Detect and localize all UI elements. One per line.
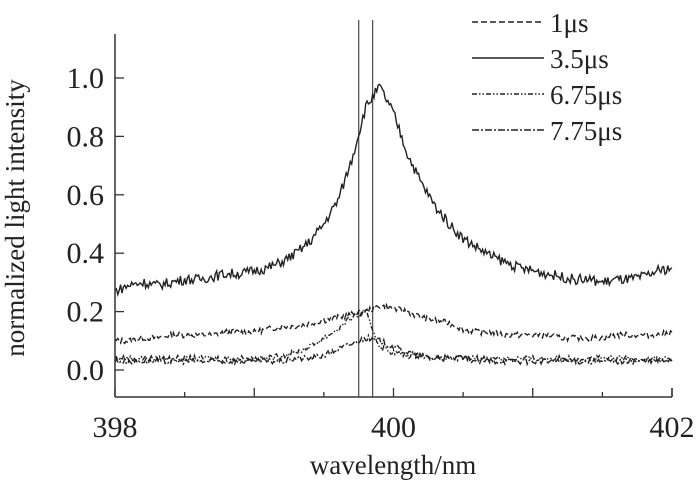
x-tick-label: 402 <box>650 411 695 444</box>
x-tick-label: 398 <box>93 411 138 444</box>
series-line-3 <box>114 332 673 367</box>
x-axis-label: wavelength/nm <box>310 450 476 480</box>
series-line-1 <box>114 83 673 297</box>
y-tick-label: 0.8 <box>67 120 105 153</box>
y-tick-label: 1.0 <box>67 62 105 95</box>
legend: 1μs 3.5μs 6.75μs 7.75μs <box>472 8 622 146</box>
y-tick-label: 0.4 <box>67 237 105 270</box>
x-ticks: 398 400 402 <box>93 388 695 444</box>
legend-label: 7.75μs <box>550 116 622 146</box>
y-tick-label: 0.0 <box>67 354 105 387</box>
legend-label: 6.75μs <box>550 80 622 110</box>
series-line-0 <box>114 302 673 345</box>
series-line-2 <box>114 307 673 364</box>
legend-label: 3.5μs <box>550 44 609 74</box>
y-tick-label: 0.2 <box>67 296 105 329</box>
y-axis-label: normalized light intensity <box>0 79 30 357</box>
legend-label: 1μs <box>550 8 588 38</box>
y-ticks: 0.0 0.2 0.4 0.6 0.8 1.0 <box>67 62 124 387</box>
x-tick-label: 400 <box>371 411 416 444</box>
plot-area <box>114 20 673 397</box>
y-tick-label: 0.6 <box>67 179 105 212</box>
